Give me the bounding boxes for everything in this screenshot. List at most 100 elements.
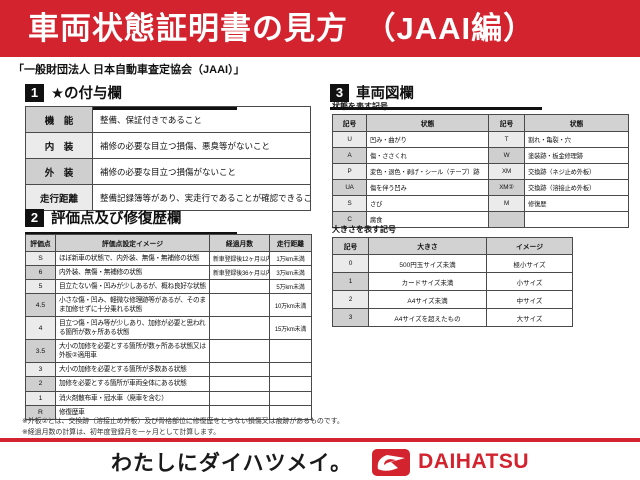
cell-state: さび — [366, 195, 489, 212]
daihatsu-wordmark: DAIHATSU — [418, 450, 530, 473]
daihatsu-d-mark-icon — [372, 448, 411, 476]
cell-size: A4サイズ未満 — [368, 290, 487, 309]
cell-months — [209, 279, 270, 295]
table-row: 1 カードサイズ未満 小サイズ — [332, 272, 573, 291]
cell-label: 内 装 — [25, 132, 93, 159]
cell-symbol: M — [488, 195, 525, 212]
table-row: 4.5 小さな傷・凹み、軽微な修理跡等があるが、そのまま加修せずに十分乗れる状態… — [25, 293, 312, 318]
col-header-symbol: 記号 — [488, 114, 525, 132]
table-row: U 凹み・曲がり T 割れ・亀裂・穴 — [332, 131, 629, 148]
cell-state: 傷・ささくれ — [366, 147, 489, 164]
condition-symbol-table: 記号 状態 記号 状態 U 凹み・曲がり T 割れ・亀裂・穴 A 傷・ささくれ … — [332, 114, 629, 228]
page-title: 車両状態証明書の見方 （JAAI編） — [28, 11, 536, 46]
table-row: S ほぼ新車の状態で、内外装、無傷・無補修の状態 新車登録後12ヶ月以内 1万k… — [25, 250, 312, 267]
table-row: 外 装 補修の必要な目立つ損傷がないこと — [25, 158, 311, 185]
star-grant-table: 機 能 整備、保証付きであること 内 装 補修の必要な目立つ損傷、悪臭等がないこ… — [25, 106, 311, 211]
table-row: 0 500円玉サイズ未満 極小サイズ — [332, 254, 573, 273]
cell-image: 小さな傷・凹み、軽微な修理跡等があるが、そのまま加修せずに十分乗れる状態 — [55, 293, 210, 318]
condition-symbols-label: 状態を表す記号 — [332, 102, 388, 111]
cell-state: 交換跡（溶接止め外板） — [524, 179, 629, 196]
col-header-symbol: 記号 — [332, 237, 369, 255]
footnotes: ※外板②とは、交換跡（溶接止め外板）及び骨格部位に修復歴をとらない損傷又は痕跡が… — [22, 416, 344, 438]
cell-months — [209, 362, 270, 378]
col-header-image: 評価点設定イメージ — [55, 234, 210, 252]
red-divider — [0, 438, 640, 442]
cell-months — [209, 339, 270, 364]
section-number-badge: 3 — [330, 83, 349, 102]
cell-months: 新車登録後12ヶ月以内 — [209, 250, 270, 267]
cell-state: 割れ・亀裂・穴 — [524, 131, 629, 148]
cell-months — [209, 390, 270, 406]
table-row: P 変色・退色・剥げ・シール（テープ）跡 XM 交換跡（ネジ止め外板） — [332, 163, 629, 180]
cell-months — [209, 293, 270, 318]
cell-image: 大小の加修を必要とする箇所が多数ある状態 — [55, 362, 210, 378]
cell-score: 3.5 — [25, 339, 56, 364]
cell-description: 補修の必要な目立つ損傷、悪臭等がないこと — [92, 132, 311, 159]
cell-distance: 1万km未満 — [269, 250, 312, 267]
table-row: A 傷・ささくれ W 塗装跡・板金修理跡 — [332, 147, 629, 164]
table-row: 機 能 整備、保証付きであること — [25, 106, 311, 133]
cell-symbol — [488, 211, 525, 228]
cell-description: 補修の必要な目立つ損傷がないこと — [92, 158, 311, 185]
cell-image: 大サイズ — [486, 308, 573, 327]
cell-symbol: W — [488, 147, 525, 164]
cell-score: 4.5 — [25, 293, 56, 318]
table-row: C 腐食 — [332, 211, 629, 228]
cell-symbol: P — [332, 163, 367, 180]
section-title: 車両図欄 — [356, 86, 414, 102]
col-header-state: 状態 — [366, 114, 489, 132]
cell-distance — [269, 390, 312, 406]
col-header-size: 大きさ — [368, 237, 487, 255]
cell-months: 新車登録後36ヶ月以内 — [209, 265, 270, 281]
cell-image: 目立つ傷・凹み等が少しあり、加修が必要と思われる箇所が数ヶ所ある状態 — [55, 316, 210, 341]
cell-symbol: T — [488, 131, 525, 148]
cell-months — [209, 376, 270, 392]
cell-image: 内外装、無傷・無補修の状態 — [55, 265, 210, 281]
footnote-line: ※外板②とは、交換跡（溶接止め外板）及び骨格部位に修復歴をとらない損傷又は痕跡が… — [22, 418, 344, 425]
cell-description: 整備記録簿等があり、実走行であることが確認できること — [92, 184, 311, 211]
cell-distance — [269, 404, 312, 420]
daihatsu-logo: DAIHATSU — [372, 448, 530, 476]
cell-description: 整備、保証付きであること — [92, 106, 311, 133]
table-header-row: 記号 状態 記号 状態 — [332, 114, 629, 132]
size-symbols-label: 大きさを表す記号 — [332, 225, 396, 234]
cell-state: 傷を伴う凹み — [366, 179, 489, 196]
section-evaluation-header: 2 評価点及び修復歴欄 — [25, 207, 237, 235]
col-header-score: 評価点 — [25, 234, 56, 252]
page-banner: 車両状態証明書の見方 （JAAI編） — [0, 0, 640, 57]
cell-score: 3 — [25, 362, 56, 378]
table-header-row: 評価点 評価点設定イメージ 経過月数 走行距離 — [25, 234, 312, 252]
cell-symbol: XM② — [488, 179, 525, 196]
footnote-line: ※経過月数の計算は、初年度登録月を一ヶ月として計算します。 — [22, 429, 221, 437]
cell-state: 修復歴 — [524, 195, 629, 212]
evaluation-table: 評価点 評価点設定イメージ 経過月数 走行距離 S ほぼ新車の状態で、内外装、無… — [25, 234, 312, 420]
cell-score: 4 — [25, 316, 56, 341]
cell-symbol: S — [332, 195, 367, 212]
size-symbol-table: 記号 大きさ イメージ 0 500円玉サイズ未満 極小サイズ 1 カードサイズ未… — [332, 237, 573, 327]
slogan-text: わたしにダイハツメイ。 — [110, 452, 353, 475]
col-header-distance: 走行距離 — [269, 234, 312, 252]
organization-subtitle: 「一般財団法人 日本自動車査定協会（JAAI）」 — [13, 64, 245, 76]
table-row: 2 A4サイズ未満 中サイズ — [332, 290, 573, 309]
table-row: R 修復歴車 — [25, 404, 312, 420]
cell-distance — [269, 376, 312, 392]
table-row: S さび M 修復歴 — [332, 195, 629, 212]
col-header-image: イメージ — [486, 237, 573, 255]
cell-state — [524, 211, 629, 228]
cell-size: 500円玉サイズ未満 — [368, 254, 487, 273]
col-header-months: 経過月数 — [209, 234, 270, 252]
section-title: ★の付与欄 — [51, 86, 122, 102]
cell-distance: 10万km未満 — [269, 293, 312, 318]
cell-distance — [269, 339, 312, 364]
section-vehicle-diagram-header: 3 車両図欄 — [330, 82, 542, 110]
cell-state: 腐食 — [366, 211, 489, 228]
cell-label: 外 装 — [25, 158, 93, 185]
section-number-badge: 1 — [25, 83, 44, 102]
table-row: 1 消火剤散布車・冠水車（廃車を含む） — [25, 390, 312, 406]
cell-symbol: A — [332, 147, 367, 164]
cell-distance — [269, 362, 312, 378]
cell-symbol: 2 — [332, 290, 369, 309]
cell-image: 極小サイズ — [486, 254, 573, 273]
cell-score: 2 — [25, 376, 56, 392]
cell-score: S — [25, 250, 56, 267]
